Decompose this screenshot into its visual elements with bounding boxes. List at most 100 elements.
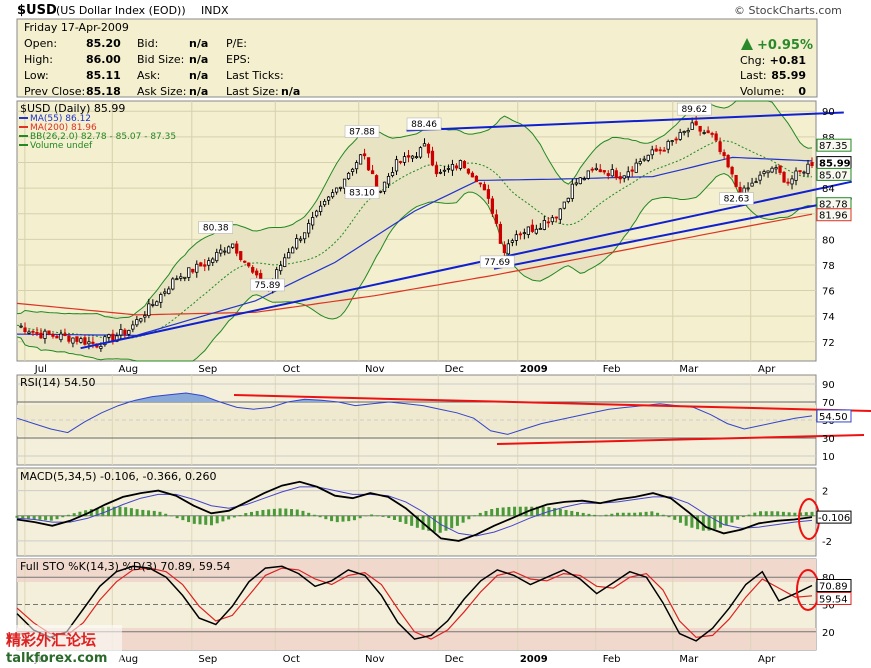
- candle-body: [235, 243, 239, 254]
- candle-body: [486, 189, 491, 199]
- watermark-backdrop: [2, 625, 122, 665]
- macd-hist-bar: [530, 506, 534, 517]
- candle-body: [786, 181, 790, 184]
- macd-hist-bar: [724, 515, 728, 526]
- last-size-label: Last Size:: [226, 85, 279, 98]
- sto-right-labels: 70.89 59.54: [816, 578, 852, 605]
- rsi-title: RSI(14) 54.50: [20, 376, 95, 389]
- candle-body: [706, 130, 710, 134]
- macd-hist-bar: [249, 511, 253, 517]
- macd-hist-bar: [427, 515, 431, 531]
- x-axis-month: Aug: [119, 654, 139, 665]
- candle-body: [147, 303, 151, 317]
- macd-hist-bar: [690, 515, 694, 528]
- candle-body: [179, 276, 183, 279]
- candle-body: [554, 216, 558, 219]
- candle-body: [203, 264, 207, 267]
- macd-hist-bar: [576, 511, 580, 517]
- candle-body: [151, 303, 155, 306]
- macd-hist-bar: [793, 512, 797, 517]
- candle-body: [131, 324, 135, 330]
- macd-hist-bar: [633, 512, 637, 517]
- volume-label: Volume:: [740, 85, 785, 98]
- candle-body: [167, 288, 171, 295]
- price-trendline: [406, 111, 844, 132]
- candle-body: [698, 125, 702, 132]
- candle-body: [251, 267, 255, 273]
- macd-hist-bar: [147, 510, 151, 517]
- candle-body: [674, 138, 678, 141]
- candle-body: [139, 318, 143, 322]
- macd-hist-bar: [187, 515, 191, 523]
- price-annotation: 87.88: [349, 127, 375, 137]
- rsi-y-tick-label: 10: [822, 452, 835, 463]
- macd-hist-bar: [330, 515, 334, 522]
- x-axis-month: Oct: [283, 364, 300, 375]
- bid-size-label: Bid Size:: [137, 53, 184, 66]
- candle-body: [378, 190, 383, 193]
- price-right-label-box: [816, 138, 852, 152]
- candle-body: [430, 150, 435, 166]
- macd-hist-bar: [587, 513, 591, 517]
- candle-body: [522, 232, 526, 235]
- macd-hist-bar: [656, 512, 660, 517]
- candle-body: [19, 325, 23, 328]
- candle-body: [730, 166, 734, 175]
- macd-hist-bar: [364, 515, 368, 517]
- candle-body: [39, 332, 43, 339]
- macd-hist-bar: [684, 515, 688, 526]
- rsi-right-label: 54.50: [816, 409, 852, 423]
- sto-overbought-band: [17, 559, 816, 582]
- macd-hist-bar: [701, 515, 705, 531]
- macd-hist-bar: [61, 515, 65, 518]
- candle-body: [718, 141, 722, 152]
- annotation-box: [344, 125, 380, 138]
- sto-y-tick-label: 20: [822, 628, 835, 639]
- x-axis-month: Jul: [34, 364, 47, 375]
- candle-body: [774, 167, 778, 170]
- candle-body: [526, 226, 530, 235]
- candle-body: [211, 258, 215, 263]
- candle-body: [279, 264, 283, 272]
- macd-hist-bar: [141, 509, 145, 517]
- candle-body: [59, 333, 63, 341]
- legend-entry: Volume undef: [30, 141, 93, 151]
- pe-label: P/E:: [226, 37, 247, 50]
- candle-body: [390, 172, 395, 177]
- percent-change: +0.95%: [757, 38, 813, 53]
- macd-hist-bar: [513, 506, 517, 517]
- macd-hist-bar: [101, 507, 105, 517]
- macd-y-tick-label: -2: [822, 537, 832, 548]
- price-right-label: 87.35: [819, 141, 848, 152]
- x-axis-month: Nov: [365, 364, 385, 375]
- candle-body: [231, 243, 235, 248]
- candle-body: [195, 263, 199, 273]
- candle-body: [466, 168, 471, 174]
- macd-hist-bar: [415, 515, 419, 528]
- price-right-label-box: [816, 167, 852, 181]
- macd-line: [16, 480, 813, 542]
- candle-body: [702, 132, 706, 134]
- macd-hist-bar: [129, 508, 133, 517]
- candle-body: [199, 262, 203, 267]
- candle-body: [83, 337, 87, 345]
- macd-hist-bar: [455, 515, 459, 526]
- candle-body: [219, 249, 223, 254]
- candle-body: [654, 148, 658, 152]
- candle-body: [402, 156, 407, 163]
- candle-body: [51, 333, 55, 337]
- macd-hist-bar: [107, 506, 111, 517]
- macd-hist-bar: [381, 515, 385, 517]
- candle-body: [99, 346, 103, 349]
- candle-body: [314, 210, 319, 217]
- candle-body: [454, 165, 459, 169]
- candle-body: [71, 337, 75, 344]
- candle-body: [778, 165, 782, 173]
- low-label: Low:: [24, 69, 49, 82]
- macd-hist-bar: [638, 512, 642, 517]
- candle-body: [191, 268, 195, 273]
- x-axis-month: Feb: [603, 364, 621, 375]
- macd-hist-bar: [204, 515, 208, 525]
- price-trendline: [80, 180, 852, 350]
